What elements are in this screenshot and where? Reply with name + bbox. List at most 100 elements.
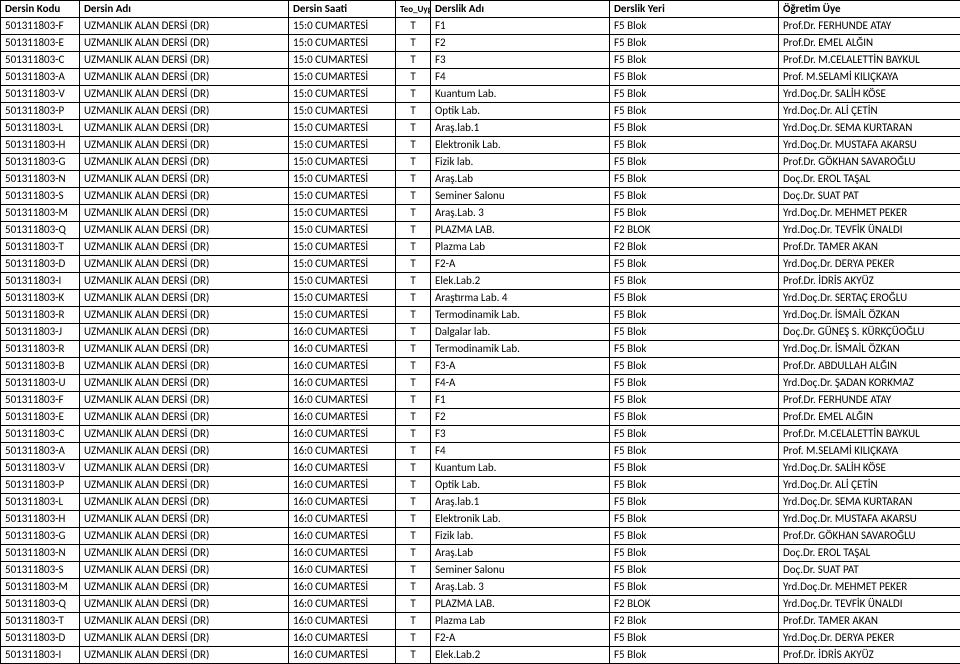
- cell-name: UZMANLIK ALAN DERSİ (DR): [80, 69, 289, 86]
- cell-time: 15:0 CUMARTESİ: [289, 18, 396, 35]
- cell-loc: F5 Blok: [610, 630, 779, 647]
- header-time: Dersin Saati: [289, 1, 396, 18]
- cell-room: F1: [431, 18, 610, 35]
- cell-room: Kuantum Lab.: [431, 460, 610, 477]
- cell-room: Dalgalar lab.: [431, 324, 610, 341]
- cell-teacher: Doç.Dr. GÜNEŞ S. KÜRKÇÜOĞLU: [779, 324, 960, 341]
- cell-teo: T: [396, 120, 431, 137]
- cell-name: UZMANLIK ALAN DERSİ (DR): [80, 324, 289, 341]
- cell-room: Fizik lab.: [431, 528, 610, 545]
- cell-loc: F5 Blok: [610, 392, 779, 409]
- cell-room: Elektronik Lab.: [431, 511, 610, 528]
- cell-loc: F5 Blok: [610, 647, 779, 664]
- table-row: 501311803-HUZMANLIK ALAN DERSİ (DR)15:0 …: [1, 137, 960, 154]
- cell-room: F3: [431, 52, 610, 69]
- cell-teacher: Prof.Dr. FERHUNDE ATAY: [779, 18, 960, 35]
- table-row: 501311803-NUZMANLIK ALAN DERSİ (DR)15:0 …: [1, 171, 960, 188]
- cell-name: UZMANLIK ALAN DERSİ (DR): [80, 613, 289, 630]
- cell-teacher: Yrd.Doç.Dr. ALİ ÇETİN: [779, 103, 960, 120]
- cell-teo: T: [396, 205, 431, 222]
- cell-room: Elektronik Lab.: [431, 137, 610, 154]
- cell-name: UZMANLIK ALAN DERSİ (DR): [80, 341, 289, 358]
- table-row: 501311803-UUZMANLIK ALAN DERSİ (DR)16:0 …: [1, 375, 960, 392]
- cell-teo: T: [396, 477, 431, 494]
- cell-room: F3-A: [431, 358, 610, 375]
- cell-time: 16:0 CUMARTESİ: [289, 511, 396, 528]
- cell-room: Plazma Lab: [431, 239, 610, 256]
- cell-code: 501311803-A: [1, 443, 80, 460]
- cell-loc: F5 Blok: [610, 460, 779, 477]
- cell-loc: F5 Blok: [610, 358, 779, 375]
- cell-time: 15:0 CUMARTESİ: [289, 52, 396, 69]
- cell-teacher: Yrd.Doç.Dr. MEHMET PEKER: [779, 579, 960, 596]
- table-row: 501311803-MUZMANLIK ALAN DERSİ (DR)15:0 …: [1, 205, 960, 222]
- cell-time: 15:0 CUMARTESİ: [289, 222, 396, 239]
- cell-code: 501311803-C: [1, 52, 80, 69]
- cell-room: Araştırma Lab. 4: [431, 290, 610, 307]
- cell-code: 501311803-K: [1, 290, 80, 307]
- cell-name: UZMANLIK ALAN DERSİ (DR): [80, 290, 289, 307]
- cell-code: 501311803-E: [1, 409, 80, 426]
- table-body: 501311803-FUZMANLIK ALAN DERSİ (DR)15:0 …: [1, 18, 960, 664]
- cell-teacher: Yrd.Doç.Dr. TEVFİK ÜNALDI: [779, 596, 960, 613]
- cell-teo: T: [396, 528, 431, 545]
- cell-teo: T: [396, 324, 431, 341]
- cell-room: Kuantum Lab.: [431, 86, 610, 103]
- cell-name: UZMANLIK ALAN DERSİ (DR): [80, 86, 289, 103]
- cell-time: 15:0 CUMARTESİ: [289, 239, 396, 256]
- cell-loc: F5 Blok: [610, 256, 779, 273]
- cell-time: 15:0 CUMARTESİ: [289, 35, 396, 52]
- cell-room: Fizik lab.: [431, 154, 610, 171]
- cell-loc: F5 Blok: [610, 579, 779, 596]
- table-row: 501311803-CUZMANLIK ALAN DERSİ (DR)16:0 …: [1, 426, 960, 443]
- cell-room: Araş.Lab: [431, 171, 610, 188]
- header-code: Dersin Kodu: [1, 1, 80, 18]
- cell-teacher: Prof.Dr. EMEL ALĞIN: [779, 35, 960, 52]
- cell-teo: T: [396, 494, 431, 511]
- cell-code: 501311803-E: [1, 35, 80, 52]
- cell-room: F1: [431, 392, 610, 409]
- cell-loc: F5 Blok: [610, 35, 779, 52]
- cell-loc: F5 Blok: [610, 205, 779, 222]
- cell-teo: T: [396, 460, 431, 477]
- table-row: 501311803-EUZMANLIK ALAN DERSİ (DR)15:0 …: [1, 35, 960, 52]
- table-row: 501311803-SUZMANLIK ALAN DERSİ (DR)15:0 …: [1, 188, 960, 205]
- cell-loc: F5 Blok: [610, 290, 779, 307]
- table-row: 501311803-QUZMANLIK ALAN DERSİ (DR)15:0 …: [1, 222, 960, 239]
- cell-teo: T: [396, 596, 431, 613]
- cell-room: Araş.Lab. 3: [431, 205, 610, 222]
- cell-loc: F5 Blok: [610, 341, 779, 358]
- cell-time: 16:0 CUMARTESİ: [289, 545, 396, 562]
- cell-code: 501311803-H: [1, 137, 80, 154]
- cell-room: Elek.Lab.2: [431, 273, 610, 290]
- cell-loc: F5 Blok: [610, 511, 779, 528]
- table-row: 501311803-TUZMANLIK ALAN DERSİ (DR)15:0 …: [1, 239, 960, 256]
- cell-name: UZMANLIK ALAN DERSİ (DR): [80, 579, 289, 596]
- cell-time: 16:0 CUMARTESİ: [289, 443, 396, 460]
- cell-time: 15:0 CUMARTESİ: [289, 273, 396, 290]
- cell-teacher: Yrd.Doç.Dr. ŞADAN KORKMAZ: [779, 375, 960, 392]
- cell-room: F2: [431, 35, 610, 52]
- cell-name: UZMANLIK ALAN DERSİ (DR): [80, 528, 289, 545]
- cell-time: 15:0 CUMARTESİ: [289, 256, 396, 273]
- cell-teo: T: [396, 69, 431, 86]
- cell-loc: F5 Blok: [610, 103, 779, 120]
- cell-code: 501311803-M: [1, 579, 80, 596]
- cell-loc: F2 Blok: [610, 239, 779, 256]
- cell-time: 15:0 CUMARTESİ: [289, 307, 396, 324]
- header-teacher: Öğretim Üye: [779, 1, 960, 18]
- cell-teacher: Doç.Dr. EROL TAŞAL: [779, 545, 960, 562]
- cell-teacher: Doç.Dr. EROL TAŞAL: [779, 171, 960, 188]
- table-row: 501311803-IUZMANLIK ALAN DERSİ (DR)15:0 …: [1, 273, 960, 290]
- cell-room: Termodinamik Lab.: [431, 307, 610, 324]
- table-row: 501311803-AUZMANLIK ALAN DERSİ (DR)16:0 …: [1, 443, 960, 460]
- cell-teacher: Yrd.Doç.Dr. SALİH KÖSE: [779, 86, 960, 103]
- cell-name: UZMANLIK ALAN DERSİ (DR): [80, 273, 289, 290]
- cell-loc: F5 Blok: [610, 120, 779, 137]
- cell-loc: F2 Blok: [610, 613, 779, 630]
- cell-teacher: Prof.Dr. GÖKHAN SAVAROĞLU: [779, 154, 960, 171]
- cell-code: 501311803-A: [1, 69, 80, 86]
- table-row: 501311803-LUZMANLIK ALAN DERSİ (DR)15:0 …: [1, 120, 960, 137]
- cell-code: 501311803-S: [1, 562, 80, 579]
- table-row: 501311803-VUZMANLIK ALAN DERSİ (DR)15:0 …: [1, 86, 960, 103]
